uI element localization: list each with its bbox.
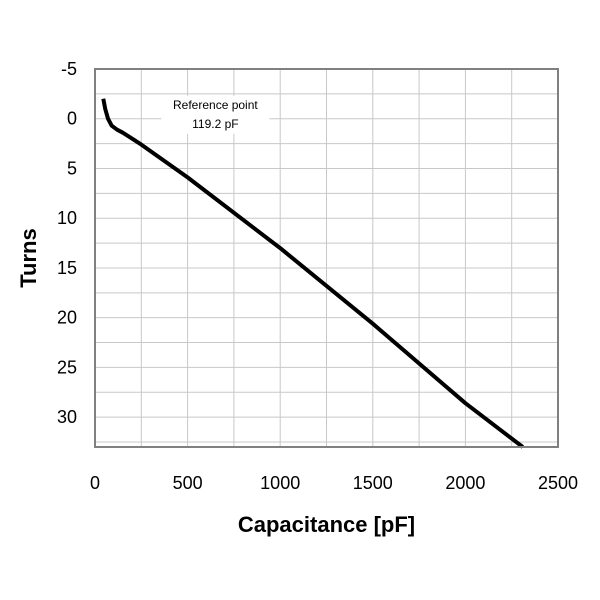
y-tick-labels: -5 0 5 10 15 20 25 30 — [57, 59, 77, 427]
x-tick-labels: 0 500 1000 1500 2000 2500 — [90, 473, 578, 493]
y-axis-title: Turns — [16, 228, 41, 287]
x-tick-label: 1000 — [260, 473, 300, 493]
series-line — [101, 98, 525, 449]
annotation-line-1: Reference point — [173, 98, 258, 112]
series — [101, 98, 525, 449]
x-axis-title: Capacitance [pF] — [238, 512, 415, 537]
y-tick-label: 5 — [67, 158, 77, 178]
annotation-background — [161, 95, 270, 134]
y-tick-label: 10 — [57, 208, 77, 228]
x-tick-label: 2500 — [538, 473, 578, 493]
annotation-line-2: 119.2 pF — [192, 117, 238, 131]
x-tick-label: 1500 — [353, 473, 393, 493]
y-tick-label: 25 — [57, 357, 77, 377]
plot-frame — [94, 68, 559, 448]
y-tick-label: -5 — [61, 59, 77, 79]
y-tick-label: 0 — [67, 109, 77, 129]
x-tick-label: 2000 — [445, 473, 485, 493]
y-tick-label: 30 — [57, 407, 77, 427]
y-tick-label: 20 — [57, 308, 77, 328]
x-tick-label: 0 — [90, 473, 100, 493]
x-tick-label: 500 — [173, 473, 203, 493]
y-tick-label: 15 — [57, 258, 77, 278]
